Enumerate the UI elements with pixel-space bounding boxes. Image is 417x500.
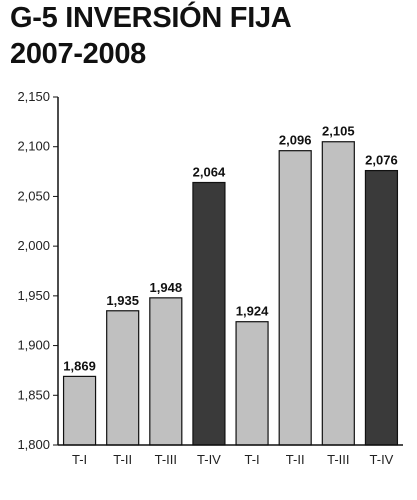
x-category-label: T-IV: [370, 452, 394, 467]
bar-value-label: 2,076: [365, 153, 398, 168]
y-tick-label: 2,050: [17, 188, 50, 203]
x-category-label: T-III: [327, 452, 349, 467]
x-category-label: T-III: [155, 452, 177, 467]
bar-6: [278, 150, 312, 446]
y-axis: 1,800 1,850 1,900 1,950 2,000 2,050 2,100 2,150: [17, 89, 59, 452]
x-category-label: T-I: [72, 452, 87, 467]
bar-1: [62, 375, 97, 446]
bar-value-label: 2,064: [193, 165, 226, 180]
bar-2: [106, 310, 140, 446]
x-category-label: T-IV: [197, 452, 221, 467]
y-tick-label: 1,800: [17, 437, 50, 452]
bar-4: [192, 181, 226, 446]
y-tick-label: 2,100: [17, 139, 50, 154]
x-category-label: T-II: [286, 452, 305, 467]
x-category-label: T-I: [244, 452, 259, 467]
bar-value-label: 1,935: [106, 293, 139, 308]
x-category-label: T-II: [113, 452, 132, 467]
bar-value-label: 2,096: [279, 133, 312, 148]
y-tick-label: 1,850: [17, 387, 50, 402]
bar-5: [235, 321, 269, 446]
bar-7: [321, 141, 355, 446]
bar-value-label: 1,948: [150, 280, 183, 295]
chart-title-line1: G-5 INVERSIÓN FIJA: [10, 2, 292, 34]
x-axis: T-I T-II T-III T-IV T-I T-II T-III T-IV: [58, 444, 403, 467]
value-labels: 1,869 1,935 1,948 2,064 1,924 2,096 2,105 2,076: [63, 124, 397, 374]
y-tick-label: 2,000: [17, 238, 50, 253]
bar-value-label: 2,105: [322, 124, 355, 139]
chart-title-line2: 2007-2008: [10, 38, 146, 70]
y-tick-label: 2,150: [17, 89, 50, 104]
bar-value-label: 1,924: [236, 304, 269, 319]
y-tick-label: 1,950: [17, 288, 50, 303]
bars: [62, 141, 399, 446]
bar-8: [364, 169, 399, 446]
bar-3: [149, 297, 183, 446]
y-tick-label: 1,900: [17, 338, 50, 353]
bar-value-label: 1,869: [63, 358, 96, 373]
